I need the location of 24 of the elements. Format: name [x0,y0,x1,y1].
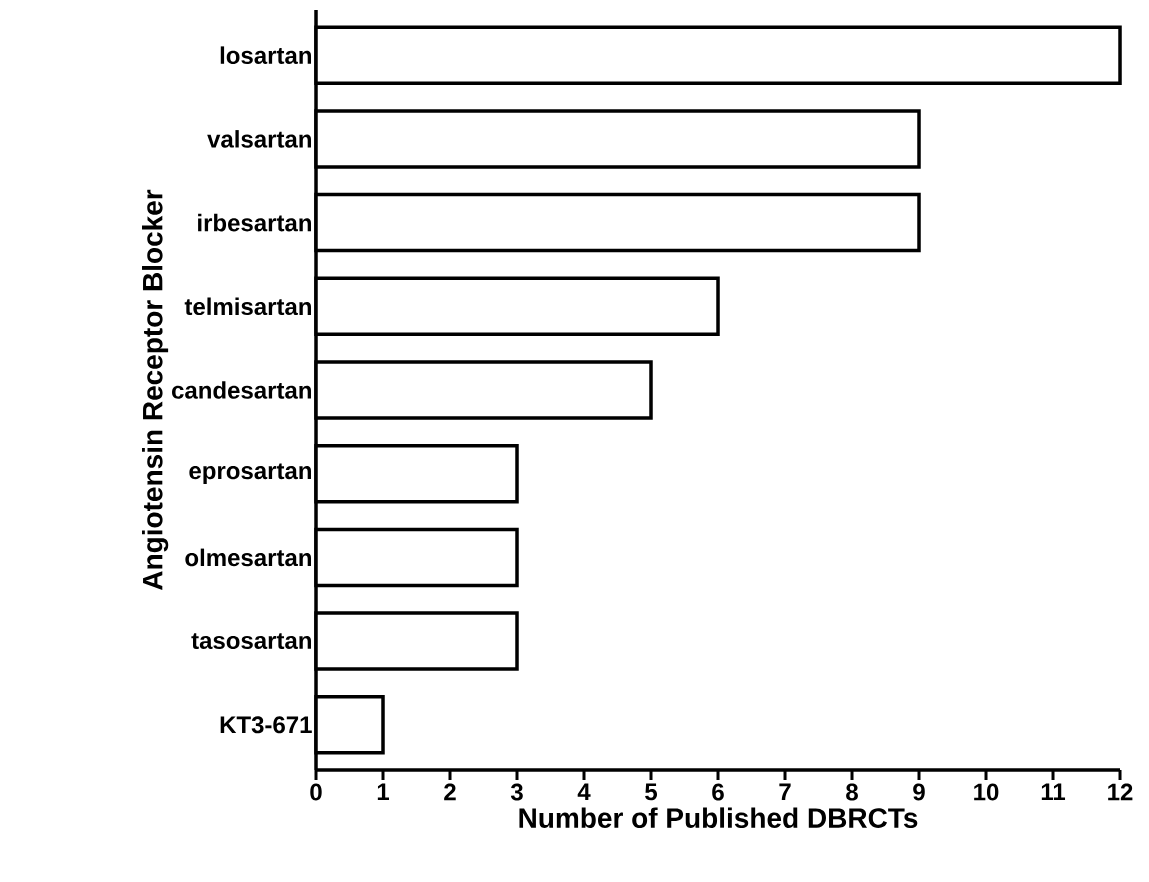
y-axis-title: Angiotensin Receptor Blocker [142,189,169,590]
x-tick-label: 0 [310,783,322,801]
x-tick-label: 3 [510,783,523,801]
y-tick-label: olmesartan [185,548,311,567]
y-tick-label: candesartan [172,381,311,399]
x-tick-label: 2 [444,783,456,801]
x-tick-label: 9 [913,783,925,801]
y-tick-label: telmisartan [184,297,311,316]
x-tick-label: 11 [1041,783,1066,801]
x-tick-label: 12 [1108,783,1133,801]
x-tick-label: 5 [645,783,658,801]
x-axis-title: Number of Published DBRCTs [519,807,918,828]
x-tick-label: 4 [577,783,591,801]
y-tick-label: irbesartan [198,213,311,232]
x-tick-label: 1 [377,783,390,801]
x-tick-label: 7 [779,783,791,801]
x-tick-label: 10 [974,783,999,801]
y-tick-label: losartan [220,46,311,65]
x-tick-label: 6 [712,783,724,801]
x-tick-label: 8 [846,783,858,801]
y-tick-label: valsartan [207,130,311,148]
y-tick-label: tasosartan [191,633,311,650]
y-tick-label: KT3-671 [220,716,312,734]
y-tick-label: eprosartan [189,463,311,485]
